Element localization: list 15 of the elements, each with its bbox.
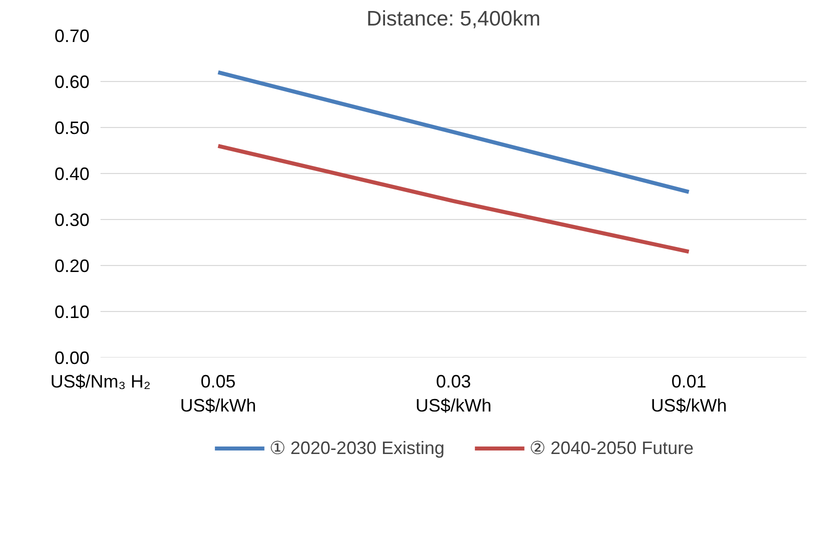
legend-label: ① 2020-2030 Existing bbox=[269, 437, 444, 459]
x-tick-label: 0.01 US$/kWh bbox=[650, 372, 727, 416]
y-tick-label: 0.40 bbox=[54, 164, 90, 184]
y-tick-label: 0.20 bbox=[54, 256, 90, 276]
y-tick-label: 0.60 bbox=[54, 72, 90, 92]
legend-label: ② 2040-2050 Future bbox=[530, 437, 694, 459]
y-tick-label: 0.30 bbox=[54, 210, 90, 230]
x-tick-label: 0.03 US$/kWh bbox=[415, 372, 492, 416]
y-tick-label: 0.00 bbox=[54, 348, 90, 368]
y-tick-label: 0.10 bbox=[54, 302, 90, 322]
x-tick-label: 0.05 US$/kWh bbox=[180, 372, 256, 416]
chart-title: Distance: 5,400km bbox=[366, 8, 540, 30]
y-tick-label: 0.50 bbox=[54, 118, 90, 138]
y-tick-label: 0.70 bbox=[54, 26, 90, 46]
y-axis-title: US$/Nm₃ H₂ bbox=[50, 372, 151, 392]
